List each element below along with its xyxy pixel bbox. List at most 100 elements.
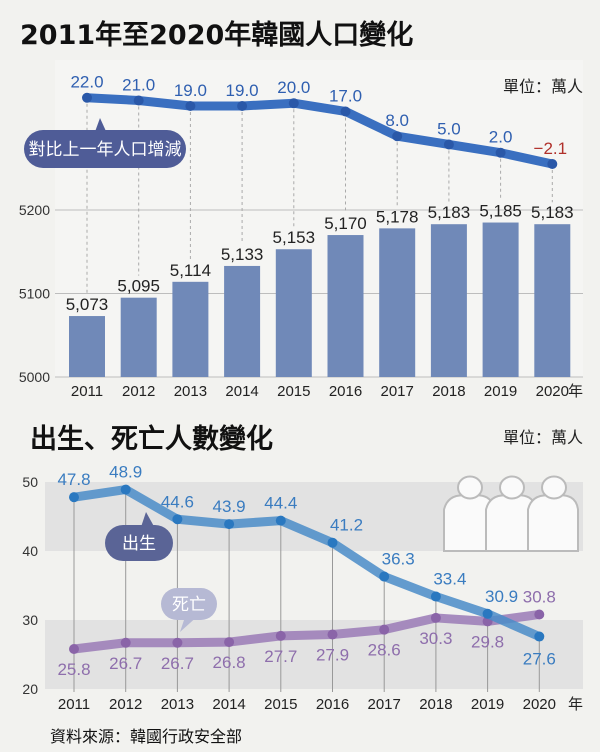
legend-label-death: 死亡 [172, 595, 206, 615]
birth-point [224, 519, 235, 530]
legend-label-change: 對比上一年人口增減 [29, 140, 182, 160]
bar-value-label: 5,185 [479, 202, 522, 221]
x-tick-label: 2014 [212, 696, 245, 713]
bar-value-label: 5,095 [117, 277, 160, 296]
x-tick-label: 2020 [523, 696, 556, 713]
bar [172, 281, 209, 377]
change-value-label: 2.0 [489, 128, 513, 147]
top-chart-unit: 單位：萬人 [503, 77, 583, 96]
birth-value-label: 44.4 [264, 494, 297, 513]
change-value-label: 5.0 [437, 119, 461, 138]
birth-value-label: 48.9 [109, 463, 142, 482]
bottom-chart-unit: 單位：萬人 [503, 428, 583, 447]
bar [275, 249, 312, 377]
x-tick-label: 2012 [122, 383, 155, 400]
death-point [275, 630, 286, 641]
bar-value-label: 5,073 [66, 295, 109, 314]
birth-point [120, 484, 131, 495]
x-tick-label: 2016 [316, 696, 349, 713]
change-point [547, 159, 558, 169]
birth-value-label: 33.4 [433, 570, 466, 589]
birth-value-label: 27.6 [523, 650, 556, 669]
bottom-chart-title: 出生、死亡人數變化 [30, 423, 273, 455]
change-value-label: 19.0 [226, 81, 259, 100]
y-tick-label: 5200 [19, 202, 50, 218]
birth-point [275, 515, 286, 526]
y-tick-label: 20 [22, 681, 38, 697]
change-point [392, 131, 403, 142]
death-point [327, 629, 338, 640]
bar-value-label: 5,114 [170, 261, 211, 280]
person-icon [527, 475, 579, 552]
x-axis-unit: 年 [568, 383, 583, 400]
birth-point [327, 537, 338, 548]
death-value-label: 26.7 [109, 654, 142, 673]
change-point [495, 147, 506, 158]
change-value-label: 19.0 [174, 81, 207, 100]
birth-point [379, 571, 390, 582]
death-point [120, 637, 131, 648]
death-value-label: 26.7 [161, 654, 194, 673]
x-tick-label: 2011 [58, 696, 90, 713]
bar-value-label: 5,183 [531, 203, 574, 222]
birth-value-label: 47.8 [57, 470, 90, 489]
x-tick-label: 2017 [368, 696, 401, 713]
death-value-label: 29.8 [471, 632, 504, 651]
death-value-label: 28.6 [368, 641, 401, 660]
y-tick-label: 50 [22, 474, 38, 490]
x-tick-label: 2020 [536, 383, 569, 400]
bar [69, 316, 105, 377]
person-icon [443, 475, 495, 552]
y-tick-label: 30 [22, 612, 38, 628]
person-icon [485, 475, 537, 552]
death-point [69, 643, 79, 654]
death-point [534, 609, 545, 620]
bar [224, 265, 261, 377]
top-chart: 5000 5100 5200 5,073 2011 5,095 2012 5,114 2013 5… [19, 60, 583, 400]
y-tick-label: 40 [22, 543, 38, 559]
change-point [133, 95, 144, 106]
x-tick-label: 2019 [471, 696, 504, 713]
x-tick-label: 2018 [419, 696, 452, 713]
top-chart-title: 2011年至2020年韓國人口變化 [20, 19, 413, 51]
change-value-label: −2.1 [534, 139, 568, 158]
birth-value-label: 36.3 [382, 550, 415, 569]
legend-bubble-birth [105, 525, 173, 561]
legend-bubble [24, 130, 186, 168]
bar-value-label: 5,183 [428, 203, 471, 222]
birth-point [69, 492, 79, 503]
bar-value-label: 5,170 [324, 214, 367, 233]
birth-point [534, 631, 545, 642]
birth-point [430, 591, 441, 602]
x-tick-label: 2013 [174, 383, 207, 400]
birth-value-label: 41.2 [330, 516, 363, 535]
birth-point [172, 514, 183, 525]
death-value-label: 26.8 [213, 653, 246, 672]
change-point [443, 139, 454, 150]
bar [379, 228, 416, 377]
bar [430, 224, 467, 377]
birth-point [482, 608, 493, 619]
x-tick-label: 2014 [225, 383, 258, 400]
change-value-label: 20.0 [277, 78, 310, 97]
death-value-label: 27.7 [264, 647, 297, 666]
y-tick-label: 5100 [19, 286, 50, 302]
person-head [457, 475, 483, 500]
death-line [73, 610, 540, 654]
x-tick-label: 2015 [277, 383, 310, 400]
change-point [237, 100, 248, 111]
x-tick-label: 2012 [109, 696, 142, 713]
death-value-label: 30.8 [523, 587, 556, 606]
bar [482, 222, 519, 377]
death-value-label: 25.8 [57, 660, 90, 679]
change-point [82, 92, 92, 103]
source-note: 資料來源：韓國行政安全部 [50, 727, 242, 746]
person-head [541, 475, 567, 500]
death-point [224, 637, 235, 648]
death-point [172, 637, 183, 648]
x-tick-label: 2016 [329, 383, 362, 400]
death-value-label: 27.9 [316, 645, 349, 664]
x-tick-label: 2017 [381, 383, 414, 400]
birth-value-label: 44.6 [161, 492, 194, 511]
